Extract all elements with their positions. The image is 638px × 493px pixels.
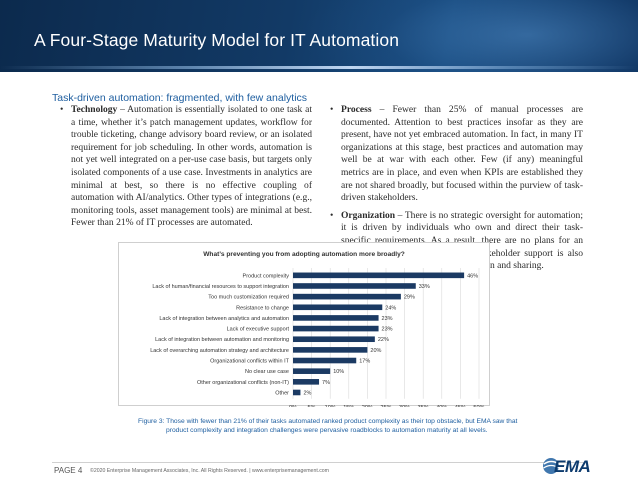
bullet-process: • Process – Fewer than 25% of manual pro… bbox=[330, 104, 583, 205]
chart-title: What’s preventing you from adopting auto… bbox=[203, 251, 405, 258]
category-label: Lack of executive support bbox=[227, 327, 290, 333]
bar-chart: What’s preventing you from adopting auto… bbox=[118, 242, 490, 407]
category-label: Too much customization required bbox=[208, 295, 289, 301]
data-label: 24% bbox=[385, 305, 396, 311]
data-label: 23% bbox=[382, 327, 393, 333]
data-label: 2% bbox=[303, 390, 311, 396]
x-tick-label: 0% bbox=[289, 405, 297, 407]
figure-caption: Figure 3: Those with fewer than 21% of t… bbox=[138, 417, 528, 435]
category-label: Resistance to change bbox=[236, 305, 289, 311]
category-label: Lack of overarching automation strategy … bbox=[150, 348, 289, 354]
bullet-text: – Fewer than 25% of manual processes are… bbox=[341, 104, 583, 204]
x-tick-label: 35% bbox=[418, 405, 429, 407]
bullet-dot: • bbox=[60, 104, 64, 115]
bar bbox=[293, 283, 416, 289]
bar bbox=[293, 293, 401, 300]
bullet-text: – Automation is essentially isolated to … bbox=[71, 104, 312, 229]
bullet-dot: • bbox=[330, 104, 334, 115]
bar bbox=[293, 389, 301, 396]
bar bbox=[293, 272, 465, 279]
x-tick-label: 40% bbox=[436, 405, 447, 407]
category-label: No clear use case bbox=[245, 369, 289, 375]
banner-glow bbox=[300, 0, 638, 72]
category-label: Product complexity bbox=[243, 273, 290, 279]
category-label: Other organizational conflicts (non-IT) bbox=[197, 380, 289, 386]
x-tick-label: 30% bbox=[399, 405, 410, 407]
x-tick-label: 5% bbox=[308, 405, 316, 407]
category-label: Lack of human/financial resources to sup… bbox=[152, 284, 289, 290]
x-tick-label: 45% bbox=[455, 405, 466, 407]
data-label: 20% bbox=[370, 348, 381, 354]
header-banner: A Four-Stage Maturity Model for IT Autom… bbox=[0, 0, 638, 72]
bullet-term: Process bbox=[341, 104, 372, 115]
bullet-term: Organization bbox=[341, 209, 396, 221]
bar bbox=[293, 325, 379, 332]
bar bbox=[293, 304, 383, 311]
caption-line-2: product complexity and integration chall… bbox=[166, 427, 488, 434]
page-title: A Four-Stage Maturity Model for IT Autom… bbox=[34, 30, 400, 50]
copyright-text: ©2020 Enterprise Management Associates, … bbox=[90, 468, 330, 474]
left-column: • Technology – Automation is essentially… bbox=[60, 104, 312, 235]
category-label: Organizational conflicts within IT bbox=[210, 359, 290, 365]
bar bbox=[293, 336, 375, 343]
bar bbox=[293, 315, 379, 321]
category-label: Lack of integration between automation a… bbox=[155, 337, 289, 343]
bullet-term: Technology bbox=[71, 104, 118, 115]
x-tick-label: 15% bbox=[343, 405, 354, 407]
page-number: PAGE 4 bbox=[54, 466, 83, 475]
data-label: 33% bbox=[419, 284, 430, 290]
bar bbox=[293, 379, 320, 385]
data-label: 7% bbox=[322, 380, 330, 386]
data-label: 22% bbox=[378, 337, 389, 343]
logo-globe-icon bbox=[543, 458, 560, 474]
x-tick-label: 20% bbox=[362, 405, 373, 407]
data-label: 23% bbox=[382, 316, 393, 322]
x-tick-label: 10% bbox=[325, 405, 336, 407]
bar bbox=[293, 357, 357, 364]
category-label: Other bbox=[275, 390, 289, 396]
bullet-technology: • Technology – Automation is essentially… bbox=[60, 104, 312, 230]
section-heading: Task-driven automation: fragmented, with… bbox=[52, 92, 308, 104]
data-label: 10% bbox=[333, 369, 344, 375]
data-label: 29% bbox=[404, 295, 415, 301]
footer-rule bbox=[52, 462, 585, 463]
chart-plot: 0% 5% 10% 15% 20% 25% 30% 35% 40% 45% 50% Product c… bbox=[150, 268, 485, 407]
logo-text: EMA bbox=[554, 457, 591, 476]
data-label: 46% bbox=[467, 273, 478, 279]
bar bbox=[293, 347, 368, 353]
bullet-dot: • bbox=[330, 209, 334, 221]
bar bbox=[293, 368, 331, 374]
x-tick-label: 25% bbox=[380, 405, 391, 407]
caption-line-1: Figure 3: Those with fewer than 21% of t… bbox=[138, 418, 518, 425]
x-tick-label: 50% bbox=[473, 405, 484, 407]
data-label: 17% bbox=[359, 359, 370, 365]
ema-logo: EMA bbox=[540, 455, 591, 479]
category-label: Lack of integration between analytics an… bbox=[159, 316, 289, 322]
banner-rule bbox=[0, 66, 638, 69]
